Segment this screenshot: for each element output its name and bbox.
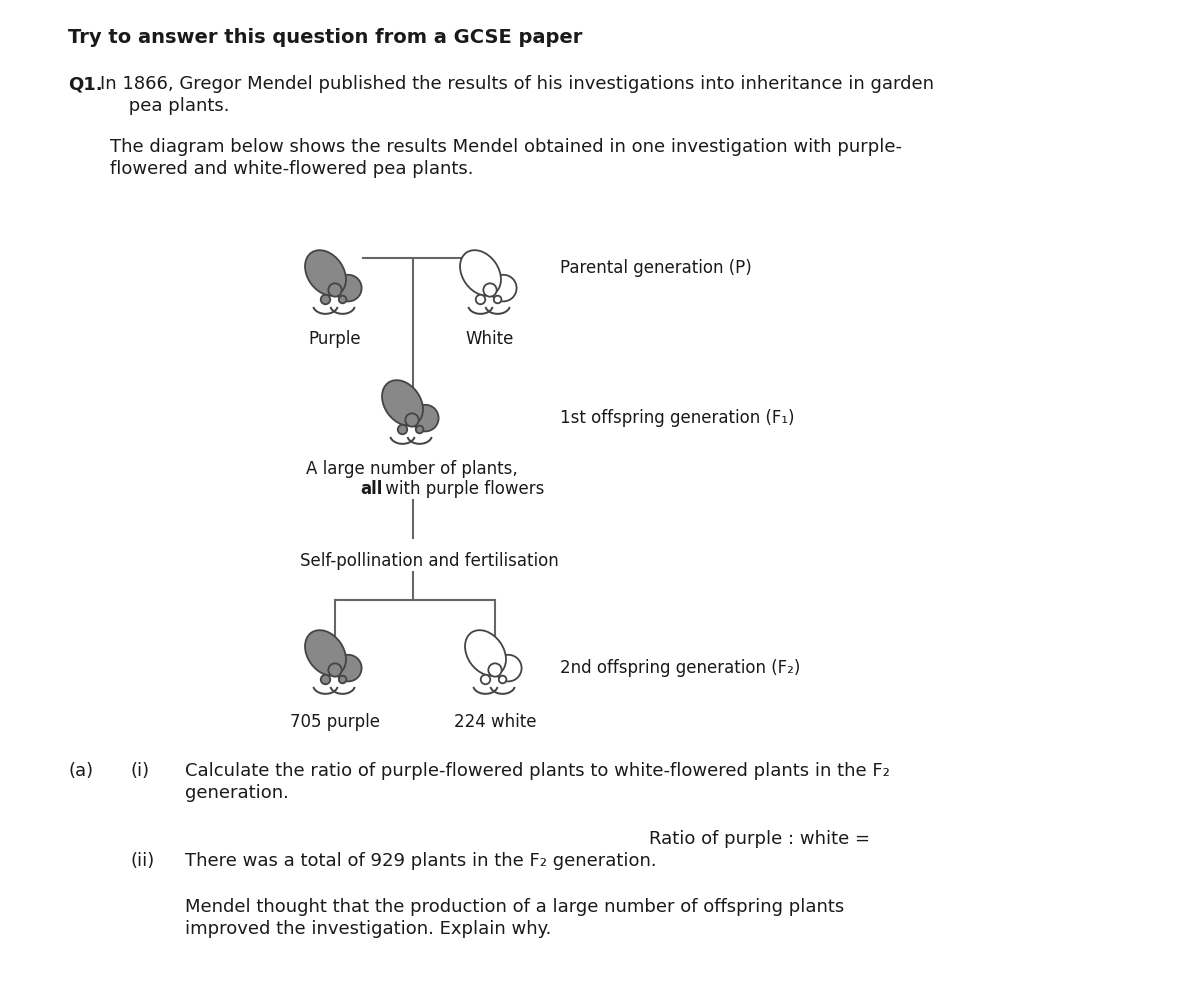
- Text: Parental generation (P): Parental generation (P): [560, 259, 751, 277]
- Circle shape: [494, 295, 502, 303]
- Text: generation.: generation.: [185, 784, 289, 802]
- Circle shape: [338, 676, 347, 684]
- Ellipse shape: [466, 631, 506, 676]
- Circle shape: [338, 295, 347, 303]
- Text: Purple: Purple: [308, 330, 361, 348]
- Text: improved the investigation. Explain why.: improved the investigation. Explain why.: [185, 920, 551, 938]
- Circle shape: [475, 294, 485, 304]
- Ellipse shape: [329, 664, 342, 677]
- Circle shape: [320, 675, 330, 685]
- Ellipse shape: [335, 275, 361, 301]
- Circle shape: [320, 294, 330, 304]
- Text: White: White: [466, 330, 514, 348]
- Circle shape: [499, 676, 506, 684]
- Text: with purple flowers: with purple flowers: [380, 480, 545, 498]
- Text: 2nd offspring generation (F₂): 2nd offspring generation (F₂): [560, 659, 800, 677]
- Text: (ii): (ii): [130, 852, 155, 870]
- Ellipse shape: [490, 275, 517, 301]
- Circle shape: [397, 424, 407, 434]
- Text: In 1866, Gregor Mendel published the results of his investigations into inherita: In 1866, Gregor Mendel published the res…: [100, 75, 934, 93]
- Circle shape: [481, 675, 491, 685]
- Text: Mendel thought that the production of a large number of offspring plants: Mendel thought that the production of a …: [185, 898, 845, 916]
- Ellipse shape: [335, 655, 361, 682]
- Ellipse shape: [406, 413, 419, 426]
- Ellipse shape: [305, 250, 346, 295]
- Ellipse shape: [460, 250, 500, 295]
- Text: There was a total of 929 plants in the F₂ generation.: There was a total of 929 plants in the F…: [185, 852, 656, 870]
- Text: Q1.: Q1.: [68, 75, 103, 93]
- Text: Calculate the ratio of purple-flowered plants to white-flowered plants in the F₂: Calculate the ratio of purple-flowered p…: [185, 762, 890, 780]
- Text: Self-pollination and fertilisation: Self-pollination and fertilisation: [300, 552, 559, 570]
- Ellipse shape: [305, 631, 346, 676]
- Text: 224 white: 224 white: [454, 713, 536, 731]
- Text: The diagram below shows the results Mendel obtained in one investigation with pu: The diagram below shows the results Mend…: [110, 138, 902, 156]
- Text: A large number of plants,: A large number of plants,: [306, 460, 518, 478]
- Text: flowered and white-flowered pea plants.: flowered and white-flowered pea plants.: [110, 160, 474, 178]
- Text: 705 purple: 705 purple: [290, 713, 380, 731]
- Ellipse shape: [484, 283, 497, 296]
- Text: 1st offspring generation (F₁): 1st offspring generation (F₁): [560, 409, 794, 427]
- Ellipse shape: [329, 283, 342, 296]
- Text: pea plants.: pea plants.: [100, 97, 229, 115]
- Text: (i): (i): [130, 762, 149, 780]
- Ellipse shape: [412, 404, 439, 431]
- Circle shape: [416, 425, 424, 433]
- Text: Try to answer this question from a GCSE paper: Try to answer this question from a GCSE …: [68, 28, 582, 47]
- Text: (a): (a): [68, 762, 94, 780]
- Ellipse shape: [496, 655, 522, 682]
- Ellipse shape: [488, 664, 502, 677]
- Text: all: all: [360, 480, 383, 498]
- Text: Ratio of purple : white =: Ratio of purple : white =: [649, 830, 870, 848]
- Ellipse shape: [382, 380, 422, 425]
